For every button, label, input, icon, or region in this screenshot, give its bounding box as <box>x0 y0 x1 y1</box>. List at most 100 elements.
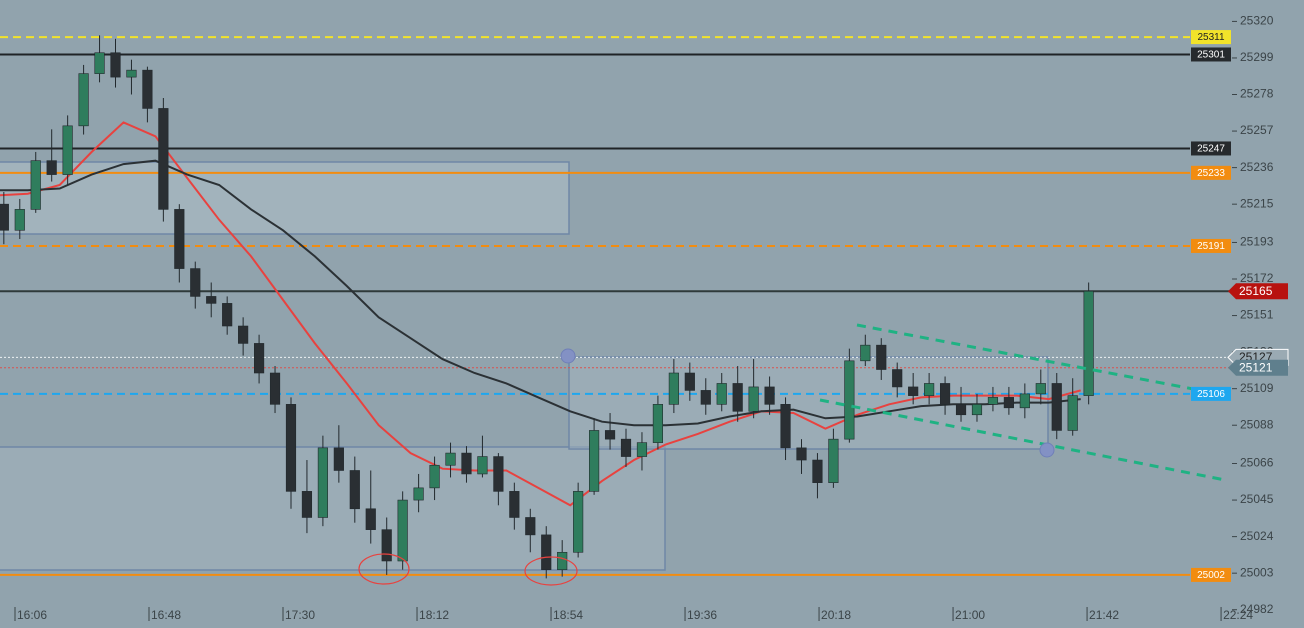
candle-body <box>445 452 456 466</box>
candle-body <box>253 343 265 374</box>
x-tick-label: 16:06 <box>17 608 47 622</box>
drawings <box>358 323 1226 586</box>
y-tick-label: 25088 <box>1240 417 1274 431</box>
candle-body <box>238 325 249 344</box>
marker-ellipse <box>524 556 578 586</box>
candle-body <box>604 430 616 440</box>
candle-body <box>1051 383 1062 431</box>
candle-body <box>94 52 105 74</box>
y-tick-label: 25215 <box>1240 196 1274 210</box>
candle-body <box>110 52 121 78</box>
trend-line <box>856 323 1226 397</box>
candle-body <box>46 160 57 175</box>
candle-body <box>461 452 472 475</box>
level-label: 25233 <box>1197 168 1225 179</box>
level-label-bg <box>1191 386 1231 401</box>
y-tick-label: 25003 <box>1240 565 1274 579</box>
level-label: 25311 <box>1197 32 1225 43</box>
candle-body <box>589 430 600 492</box>
candle-body <box>860 344 871 362</box>
level-label-bg <box>1228 359 1288 376</box>
marker-ellipse <box>358 553 410 585</box>
candle-body <box>812 459 823 483</box>
candle-body <box>158 108 169 210</box>
level-label-bg <box>1191 141 1231 156</box>
level-label: 25002 <box>1197 570 1225 581</box>
candle-body <box>796 447 807 461</box>
moving-average <box>0 159 1081 427</box>
y-tick-label: 25109 <box>1240 381 1274 395</box>
anchor-point <box>560 348 576 364</box>
x-tick-label: 16:48 <box>151 608 181 622</box>
candle-body <box>142 69 153 109</box>
zones <box>0 161 1049 571</box>
candle-body <box>78 73 89 127</box>
level-label: 25121 <box>1239 360 1273 374</box>
candle-body <box>557 551 568 570</box>
moving-averages <box>0 121 1081 507</box>
candle-body <box>684 372 695 391</box>
x-tick-label: 21:00 <box>955 608 985 622</box>
levels <box>0 36 1230 576</box>
level-label-bg <box>1191 238 1231 253</box>
level-label: 25191 <box>1197 241 1225 252</box>
candle-body <box>764 386 775 405</box>
candle-body <box>636 442 648 457</box>
moving-average <box>0 121 1081 507</box>
level-label: 25301 <box>1197 50 1225 61</box>
candle-body <box>126 69 137 78</box>
candle-body <box>987 397 999 405</box>
x-tick-label: 18:12 <box>419 608 449 622</box>
candle-body <box>700 390 711 405</box>
candle-body <box>780 404 791 449</box>
zone <box>568 356 1049 450</box>
candle-body <box>573 491 584 553</box>
candle-body <box>381 529 392 562</box>
level-label-bg <box>1191 567 1231 582</box>
y-tick-label: 25172 <box>1240 271 1274 285</box>
y-tick-label: 25320 <box>1240 14 1274 28</box>
x-tick-label: 17:30 <box>285 608 315 622</box>
x-tick-label: 19:36 <box>687 608 717 622</box>
candle-body <box>301 491 313 518</box>
zone <box>0 446 666 571</box>
candle-body <box>222 303 233 327</box>
candle-body <box>668 372 679 405</box>
candle-body <box>62 125 73 175</box>
level-label-bg <box>1228 283 1288 300</box>
candle-body <box>190 268 201 297</box>
x-tick-label: 18:54 <box>553 608 583 622</box>
candle-body <box>1019 393 1030 409</box>
candle-body <box>1067 395 1078 431</box>
candle-body <box>748 386 759 412</box>
candle-body <box>939 383 951 405</box>
level-label-bg <box>1191 47 1231 62</box>
candle-body <box>349 470 360 510</box>
level-label-bg <box>1191 165 1231 180</box>
level-label-bg <box>1191 30 1231 45</box>
candle-body <box>541 534 552 570</box>
candle-body <box>493 456 504 492</box>
candle-body <box>206 296 217 304</box>
y-tick-label: 25151 <box>1240 308 1274 322</box>
candle-body <box>732 383 743 412</box>
candle-body <box>908 386 919 396</box>
candle-body <box>525 517 536 536</box>
candle-body <box>174 209 185 269</box>
candle-body <box>620 438 632 457</box>
candle-body <box>844 360 855 440</box>
candle-body <box>1083 290 1094 396</box>
candle-body <box>477 456 488 475</box>
y-tick-label: 25299 <box>1240 50 1274 64</box>
y-tick-label: 25236 <box>1240 160 1274 174</box>
y-tick-label: 25257 <box>1240 123 1274 137</box>
candle-body <box>924 383 935 396</box>
level-label: 25165 <box>1239 284 1273 298</box>
candle-body <box>269 372 281 405</box>
candle-body <box>892 369 903 388</box>
candle-body <box>1035 383 1046 395</box>
candle-body <box>509 491 520 518</box>
axis-labels: 2531125301252472523325191251652512725121… <box>1191 30 1289 582</box>
candle-body <box>365 508 376 530</box>
